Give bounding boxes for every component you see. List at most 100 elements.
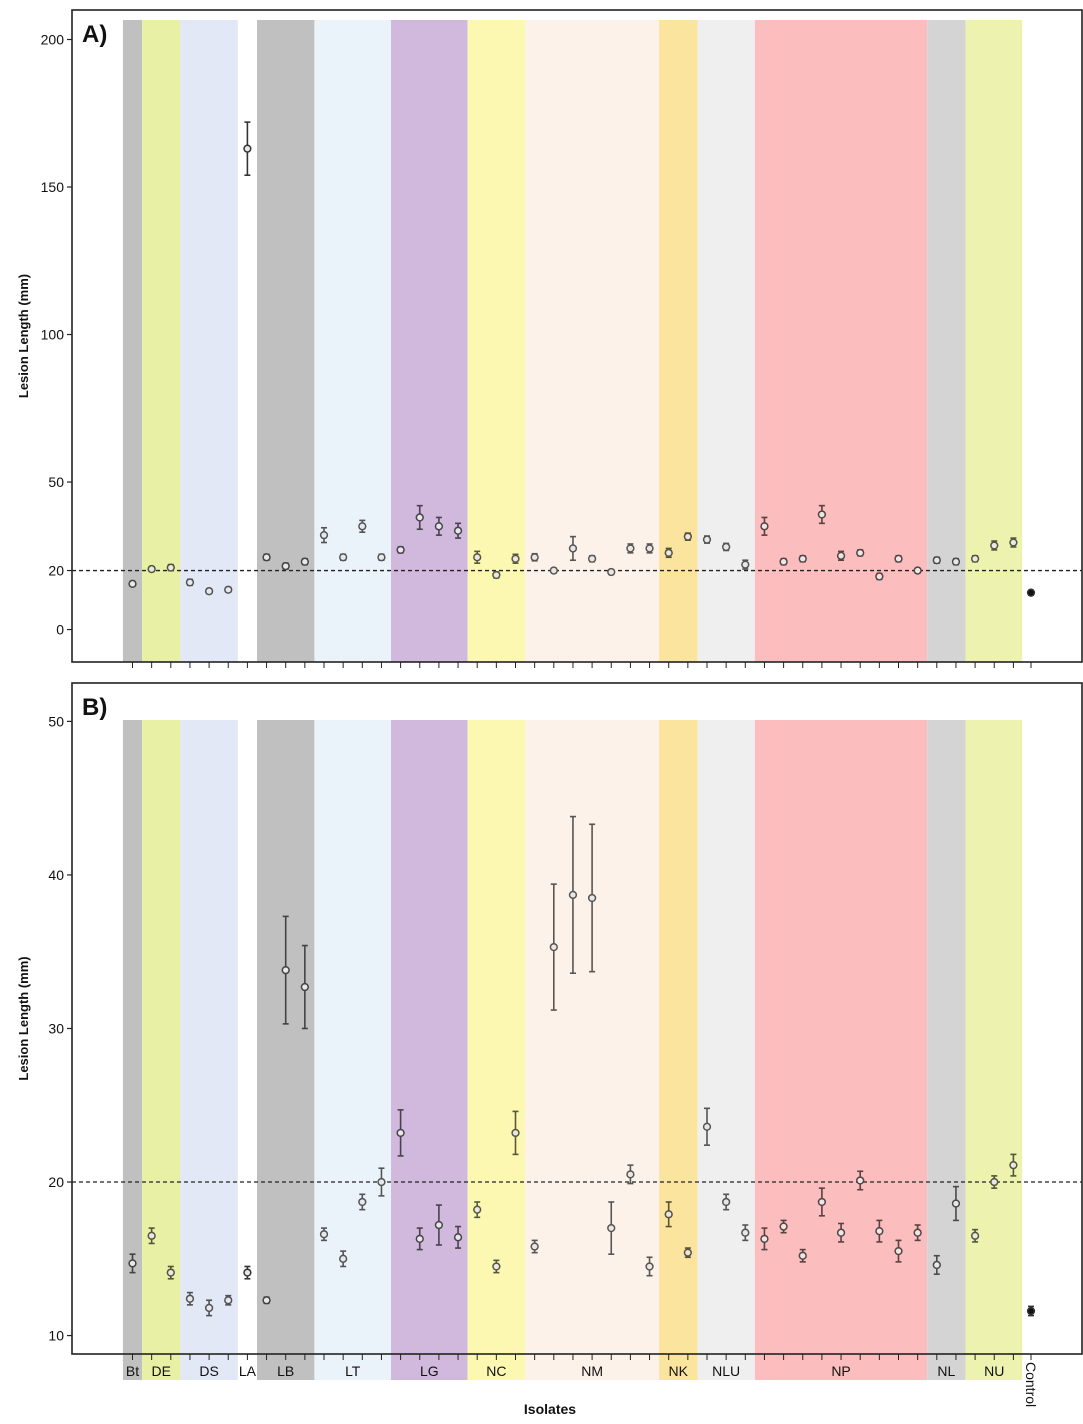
data-point bbox=[166, 563, 175, 572]
data-point bbox=[300, 557, 310, 566]
marker bbox=[453, 526, 463, 535]
group-label-nk: NK bbox=[669, 1363, 689, 1379]
data-point bbox=[645, 543, 654, 554]
marker bbox=[932, 556, 941, 565]
marker bbox=[415, 513, 424, 522]
data-point bbox=[377, 553, 386, 562]
data-point bbox=[568, 535, 578, 562]
data-point bbox=[626, 543, 635, 554]
marker bbox=[473, 1205, 482, 1214]
group-band-nlu bbox=[697, 720, 755, 1380]
data-point bbox=[1026, 1305, 1036, 1317]
group-label-nc: NC bbox=[486, 1363, 506, 1379]
data-point bbox=[645, 1256, 654, 1277]
data-point bbox=[1026, 588, 1036, 597]
data-point bbox=[683, 532, 692, 541]
data-point bbox=[683, 1247, 692, 1259]
data-point bbox=[607, 1201, 616, 1255]
group-band-lg bbox=[391, 720, 468, 1380]
data-point bbox=[549, 566, 558, 575]
group-band-nu bbox=[965, 720, 1023, 1380]
marker bbox=[645, 544, 654, 553]
group-band-nc bbox=[467, 20, 526, 662]
data-point bbox=[473, 550, 482, 564]
marker bbox=[377, 1177, 386, 1187]
marker bbox=[243, 1268, 252, 1277]
group-band-lg bbox=[391, 20, 468, 662]
group-band-np bbox=[754, 20, 928, 662]
data-point bbox=[932, 556, 941, 565]
marker bbox=[147, 1231, 156, 1240]
group-label-nl: NL bbox=[937, 1363, 955, 1379]
marker bbox=[549, 942, 558, 952]
data-point bbox=[856, 1170, 865, 1191]
data-point bbox=[319, 526, 329, 544]
data-point bbox=[281, 915, 290, 1025]
group-band-lb bbox=[256, 720, 315, 1380]
data-point bbox=[434, 1204, 444, 1246]
data-point bbox=[262, 1296, 271, 1305]
marker bbox=[664, 1210, 673, 1219]
data-point bbox=[990, 1175, 999, 1189]
marker bbox=[492, 1262, 501, 1271]
group-band-de bbox=[142, 720, 181, 1380]
marker bbox=[607, 1223, 616, 1233]
marker bbox=[358, 1197, 367, 1207]
data-point bbox=[894, 554, 903, 563]
marker bbox=[185, 1294, 195, 1303]
marker bbox=[511, 1128, 520, 1138]
data-point bbox=[836, 1222, 846, 1243]
plot-frame bbox=[71, 9, 1083, 663]
data-point bbox=[1009, 537, 1018, 548]
group-band-bt bbox=[122, 20, 143, 662]
marker bbox=[894, 554, 903, 563]
marker bbox=[760, 522, 769, 531]
marker bbox=[990, 1177, 999, 1187]
marker bbox=[243, 144, 252, 153]
marker bbox=[817, 510, 827, 519]
marker bbox=[319, 1230, 329, 1239]
marker bbox=[358, 522, 367, 531]
data-point bbox=[741, 1224, 750, 1242]
group-band-bt bbox=[122, 720, 143, 1380]
marker bbox=[626, 544, 635, 553]
y-tick-label: 100 bbox=[41, 327, 65, 343]
y-axis-label: Lesion Length (mm) bbox=[16, 274, 31, 398]
data-point bbox=[990, 540, 999, 551]
marker bbox=[262, 553, 271, 562]
data-point bbox=[798, 554, 807, 563]
data-point bbox=[492, 1259, 501, 1274]
data-point bbox=[147, 1227, 156, 1245]
data-point bbox=[568, 815, 578, 975]
data-point bbox=[549, 883, 558, 1011]
data-point bbox=[339, 1250, 348, 1268]
marker bbox=[492, 570, 501, 580]
data-point bbox=[358, 519, 367, 533]
data-point bbox=[779, 1219, 788, 1234]
y-tick-label: 50 bbox=[48, 713, 64, 729]
marker bbox=[530, 553, 539, 562]
data-point bbox=[453, 1225, 463, 1249]
data-point bbox=[779, 557, 788, 566]
data-point bbox=[530, 552, 539, 562]
group-label-np: NP bbox=[831, 1363, 850, 1379]
marker bbox=[396, 1128, 405, 1138]
marker bbox=[1009, 1160, 1018, 1170]
marker bbox=[568, 544, 578, 553]
marker bbox=[664, 548, 673, 557]
data-point bbox=[951, 557, 961, 566]
marker bbox=[568, 890, 578, 900]
data-point bbox=[607, 567, 616, 577]
marker bbox=[741, 1228, 750, 1237]
marker bbox=[587, 893, 597, 903]
marker bbox=[702, 535, 712, 544]
group-band-nu bbox=[965, 20, 1023, 662]
data-point bbox=[511, 1110, 520, 1156]
marker bbox=[779, 1222, 788, 1231]
marker bbox=[396, 545, 405, 555]
data-point bbox=[319, 1227, 329, 1242]
data-point bbox=[875, 1219, 884, 1243]
plot-frame bbox=[71, 682, 1083, 1355]
group-band-de bbox=[142, 20, 181, 662]
data-point bbox=[702, 1107, 712, 1146]
